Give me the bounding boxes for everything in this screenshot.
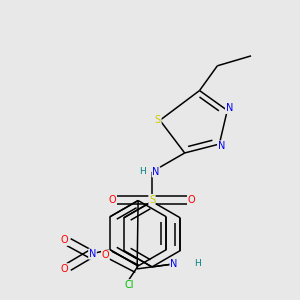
Text: Cl: Cl [124,280,134,290]
Text: N: N [89,249,96,259]
Text: O: O [102,250,109,260]
Text: O: O [109,194,116,205]
Text: O: O [188,194,195,205]
Text: N: N [170,259,178,269]
Text: S: S [155,115,161,125]
Text: S: S [149,194,155,205]
Text: H: H [139,167,145,176]
Text: H: H [194,260,201,268]
Text: N: N [152,167,160,177]
Text: O: O [61,264,69,274]
Text: O: O [61,235,69,245]
Text: N: N [218,141,225,151]
Text: N: N [226,103,233,113]
